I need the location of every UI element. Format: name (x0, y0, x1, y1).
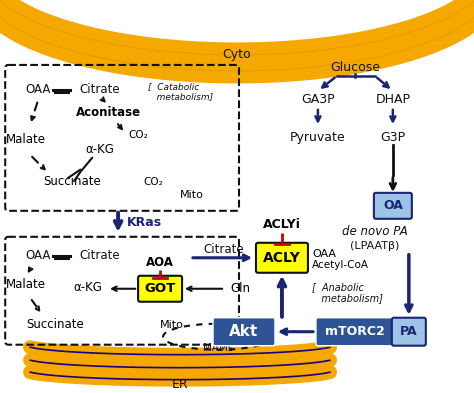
Text: Aconitase: Aconitase (75, 107, 141, 119)
Text: Citrate: Citrate (80, 249, 120, 262)
Text: ER: ER (172, 378, 188, 391)
Text: mTORC2: mTORC2 (325, 325, 385, 338)
Text: ACLY: ACLY (263, 251, 301, 265)
Text: α-KG: α-KG (86, 143, 115, 156)
Text: OAA: OAA (26, 249, 51, 262)
Text: DHAP: DHAP (375, 94, 410, 107)
Text: G3P: G3P (380, 131, 405, 144)
Text: KRas: KRas (127, 216, 162, 229)
Text: Pyruvate: Pyruvate (290, 131, 346, 144)
FancyBboxPatch shape (392, 318, 426, 346)
Text: Gln: Gln (230, 282, 250, 295)
Text: Mito: Mito (160, 320, 184, 330)
FancyBboxPatch shape (256, 243, 308, 273)
Text: AOA: AOA (146, 256, 174, 269)
Text: GA3P: GA3P (301, 94, 335, 107)
FancyBboxPatch shape (213, 318, 275, 346)
Text: α-KG: α-KG (73, 281, 102, 294)
Text: OAA: OAA (312, 249, 336, 259)
Text: MAMs: MAMs (203, 343, 233, 353)
Text: Malate: Malate (6, 133, 46, 146)
FancyBboxPatch shape (316, 318, 394, 346)
Text: Malate: Malate (6, 278, 46, 291)
Text: OAA: OAA (26, 83, 51, 96)
Text: CO₂: CO₂ (143, 177, 163, 187)
Text: Succinate: Succinate (43, 175, 101, 188)
Text: Cyto: Cyto (223, 48, 251, 61)
Text: Succinate: Succinate (26, 318, 84, 331)
FancyBboxPatch shape (138, 276, 182, 302)
Text: GOT: GOT (145, 282, 176, 295)
FancyBboxPatch shape (374, 193, 412, 219)
Text: Citrate: Citrate (204, 243, 244, 256)
Text: ACLYi: ACLYi (263, 218, 301, 231)
Text: Acetyl-CoA: Acetyl-CoA (312, 260, 369, 270)
Text: PA: PA (400, 325, 418, 338)
Text: Citrate: Citrate (80, 83, 120, 96)
Text: Glucose: Glucose (330, 61, 380, 74)
Text: OA: OA (383, 199, 403, 212)
Text: [  Anabolic
   metabolism]: [ Anabolic metabolism] (312, 282, 383, 303)
Text: Akt: Akt (229, 324, 259, 339)
Text: [  Catabolic
   metabolism]: [ Catabolic metabolism] (148, 82, 213, 101)
Text: Mito: Mito (180, 190, 204, 200)
Text: (LPAATβ): (LPAATβ) (350, 241, 400, 251)
Text: de novo PA: de novo PA (342, 225, 408, 238)
Text: CO₂: CO₂ (128, 130, 148, 140)
